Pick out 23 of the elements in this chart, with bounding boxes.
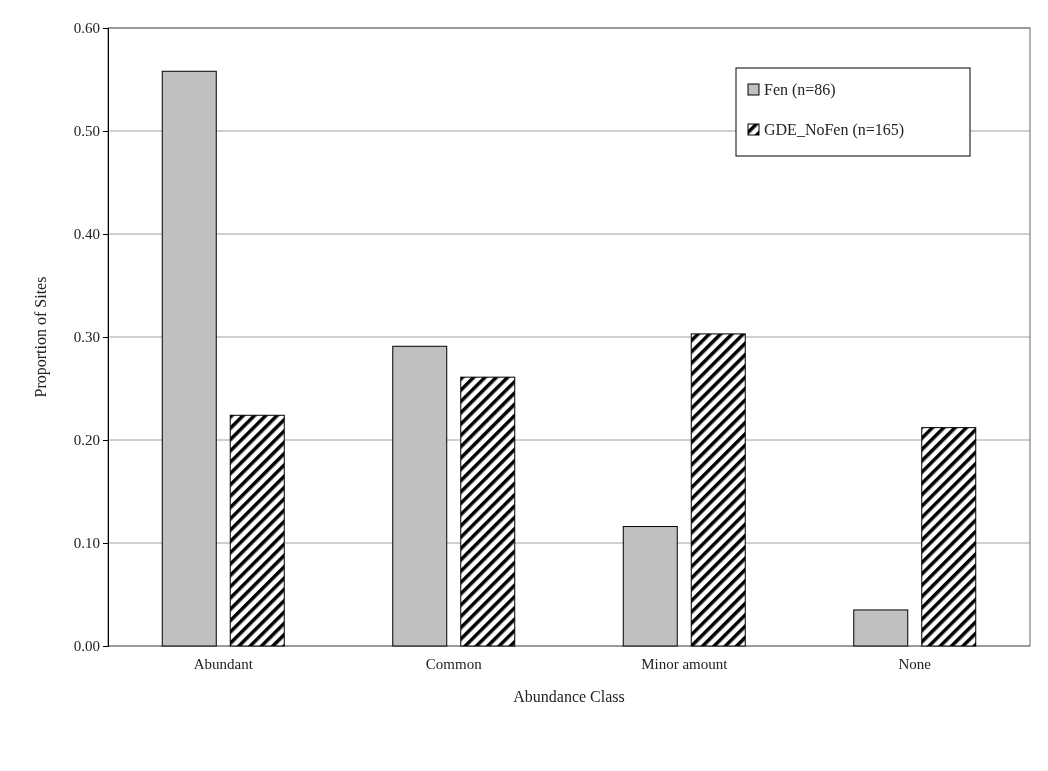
bar (161, 70, 217, 647)
y-tick-label: 0.00 (73, 638, 100, 655)
x-axis-title: Abundance Class (513, 688, 625, 705)
x-tick-label: Abundant (193, 655, 254, 672)
bar (392, 345, 448, 647)
bar (921, 427, 977, 647)
y-tick-label: 0.20 (73, 432, 100, 449)
y-tick-label: 0.60 (73, 20, 100, 37)
y-tick-label: 0.40 (73, 226, 100, 243)
y-tick-label: 0.50 (73, 123, 100, 140)
y-tick-label: 0.30 (73, 329, 100, 346)
y-tick-label: 0.10 (73, 535, 100, 552)
legend-label: GDE_NoFen (n=165) (764, 121, 905, 139)
x-tick-label: Minor amount (641, 655, 729, 672)
bar (460, 376, 516, 647)
bar (622, 526, 678, 647)
bar (229, 414, 285, 647)
y-axis-title: Proportion of Sites (32, 276, 50, 398)
bar (690, 333, 746, 647)
x-tick-label: Common (425, 655, 483, 672)
bar (853, 609, 909, 647)
legend-label: Fen (n=86) (764, 81, 836, 99)
x-tick-label: None (898, 655, 932, 672)
